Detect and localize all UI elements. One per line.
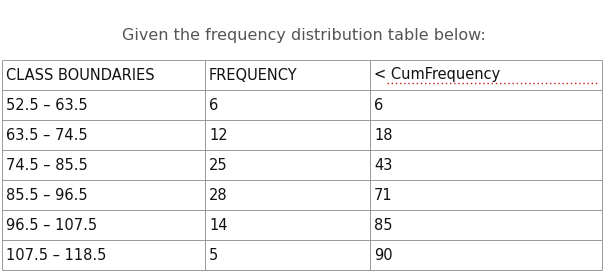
Text: 25: 25 bbox=[209, 158, 228, 172]
Text: CLASS BOUNDARIES: CLASS BOUNDARIES bbox=[6, 68, 155, 83]
Text: 43: 43 bbox=[374, 158, 392, 172]
Text: 18: 18 bbox=[374, 128, 393, 142]
Text: 6: 6 bbox=[374, 97, 383, 113]
Text: 6: 6 bbox=[209, 97, 219, 113]
Text: 14: 14 bbox=[209, 217, 228, 232]
Text: 85: 85 bbox=[374, 217, 393, 232]
Text: 71: 71 bbox=[374, 187, 393, 203]
Text: < CumFrequency: < CumFrequency bbox=[374, 68, 500, 83]
Text: 28: 28 bbox=[209, 187, 228, 203]
Text: Given the frequency distribution table below:: Given the frequency distribution table b… bbox=[121, 28, 486, 43]
Text: 52.5 – 63.5: 52.5 – 63.5 bbox=[6, 97, 87, 113]
Text: 96.5 – 107.5: 96.5 – 107.5 bbox=[6, 217, 97, 232]
Text: 74.5 – 85.5: 74.5 – 85.5 bbox=[6, 158, 88, 172]
Text: 85.5 – 96.5: 85.5 – 96.5 bbox=[6, 187, 87, 203]
Text: 107.5 – 118.5: 107.5 – 118.5 bbox=[6, 248, 106, 262]
Text: 63.5 – 74.5: 63.5 – 74.5 bbox=[6, 128, 87, 142]
Text: 90: 90 bbox=[374, 248, 393, 262]
Text: 5: 5 bbox=[209, 248, 219, 262]
Text: FREQUENCY: FREQUENCY bbox=[209, 68, 297, 83]
Text: 12: 12 bbox=[209, 128, 228, 142]
